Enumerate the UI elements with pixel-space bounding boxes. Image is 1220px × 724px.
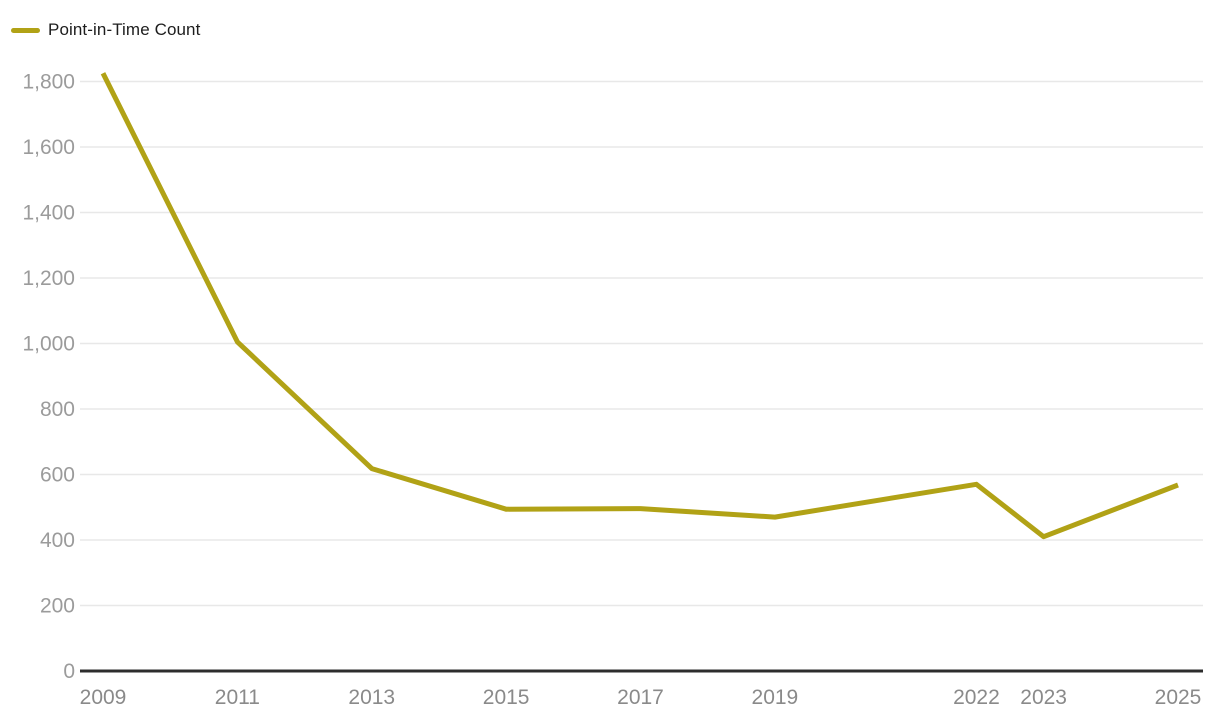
y-tick-label: 400 [40, 529, 75, 552]
legend-label: Point-in-Time Count [48, 20, 201, 39]
y-tick-label: 0 [63, 660, 75, 683]
legend-line-swatch [11, 27, 40, 33]
y-tick-label: 1,800 [22, 71, 75, 94]
x-tick-label: 2017 [617, 686, 664, 709]
x-tick-label: 2022 [953, 686, 1000, 709]
data-line [100, 72, 1179, 540]
y-tick-label: 200 [40, 595, 75, 618]
x-tick-label: 2013 [348, 686, 395, 709]
x-tick-label: 2019 [752, 686, 799, 709]
x-tick-label: 2009 [80, 686, 127, 709]
x-tick-label: 2011 [215, 686, 260, 709]
legend: Point-in-Time Count [11, 20, 200, 40]
y-tick-label: 600 [40, 464, 75, 487]
y-tick-label: 1,200 [22, 267, 75, 290]
y-tick-label: 1,400 [22, 202, 75, 225]
x-tick-label: 2025 [1155, 686, 1202, 709]
x-tick-label: 2023 [1020, 686, 1067, 709]
y-tick-label: 1,000 [22, 333, 75, 356]
y-tick-label: 800 [40, 398, 75, 421]
y-tick-label: 1,600 [22, 136, 75, 159]
x-tick-label: 2015 [483, 686, 530, 709]
